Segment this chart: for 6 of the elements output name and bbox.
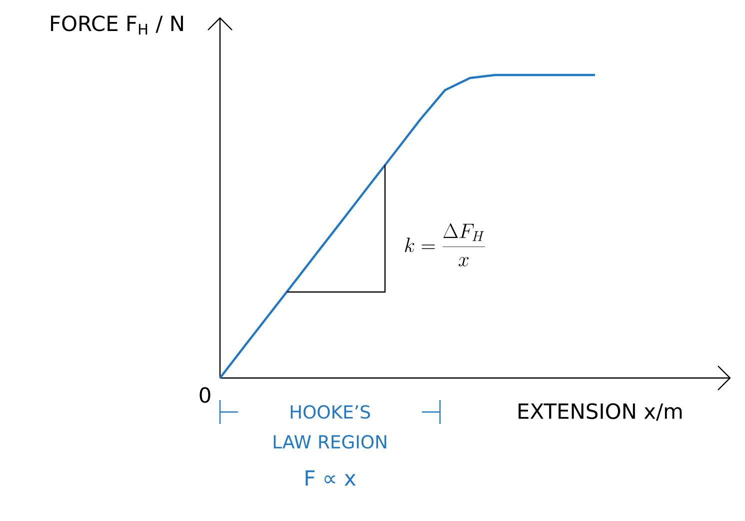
annotation: $k = \frac{\Delta F_{H}}{x}$ [405,223,485,266]
text: HOOKE’S LAW REGION [274,405,386,449]
y-axis-title: FORCE F$_{H}$ / N [51,15,183,35]
x-axis-title: EXTENSION x/m [518,403,682,421]
text: F ∝ x [306,470,356,486]
text: 0 [200,387,210,403]
